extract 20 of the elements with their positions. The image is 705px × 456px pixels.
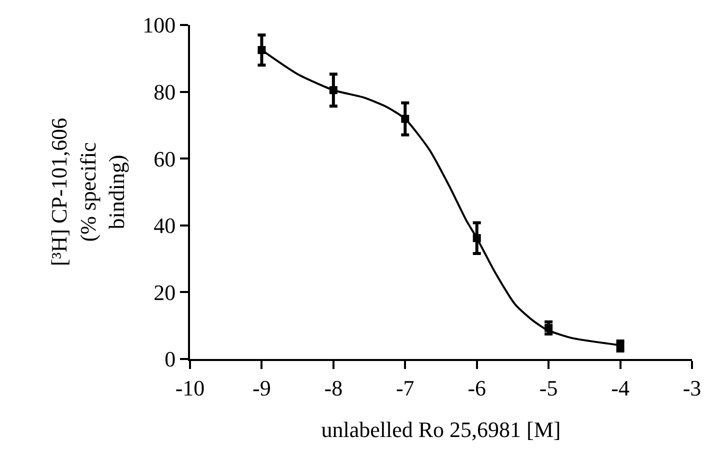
x-tick-label: -7 — [396, 375, 414, 400]
y-axis-title: [³H] CP-101,606 (% specific binding) — [46, 118, 129, 266]
y-tick-label: 100 — [142, 12, 176, 38]
x-tick-label: -3 — [682, 375, 702, 400]
y-tick-label: 0 — [164, 346, 176, 372]
x-tick-label: -4 — [611, 375, 630, 400]
point — [329, 86, 338, 94]
x-tick-label: -9 — [252, 375, 271, 400]
x-tick-label: -8 — [324, 375, 343, 400]
y-tick-label: 40 — [154, 213, 176, 238]
x-tick-label: -5 — [539, 375, 558, 400]
x-axis-title: unlabelled Ro 25,6981 [M] — [321, 416, 561, 442]
point — [258, 46, 266, 54]
x-tick-label: -6 — [468, 375, 486, 400]
y-tick-label: 20 — [154, 280, 176, 305]
point — [401, 114, 410, 123]
y-tick-label: 80 — [154, 80, 176, 104]
point — [472, 234, 481, 242]
y-tick-label: 60 — [154, 146, 176, 172]
x-tick-label: -10 — [175, 375, 205, 400]
